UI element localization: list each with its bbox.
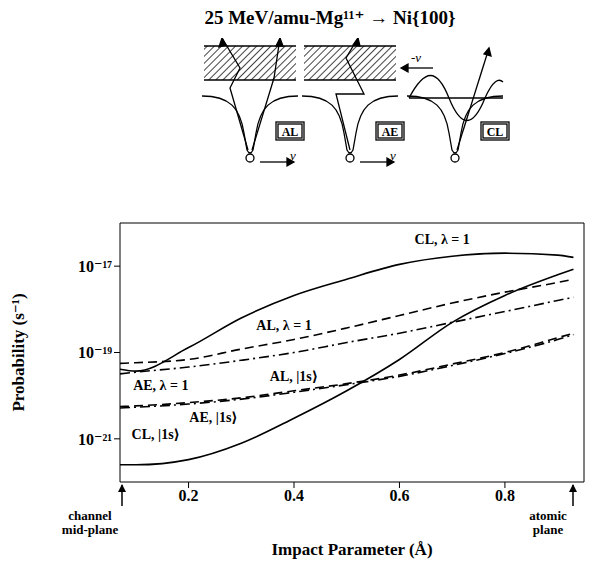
svg-text:0.2: 0.2	[179, 487, 199, 504]
svg-text:-v: -v	[411, 50, 421, 65]
svg-text:Probability (s⁻¹): Probability (s⁻¹)	[9, 293, 28, 411]
svg-text:0.4: 0.4	[284, 487, 304, 504]
svg-text:atomic: atomic	[529, 508, 567, 523]
svg-text:AE: AE	[382, 125, 399, 139]
svg-text:Impact Parameter (Å): Impact Parameter (Å)	[271, 540, 432, 559]
svg-text:plane: plane	[533, 522, 564, 537]
svg-text:CL, λ = 1: CL, λ = 1	[415, 232, 470, 247]
svg-text:v: v	[290, 148, 296, 163]
svg-text:AL, |1s⟩: AL, |1s⟩	[270, 369, 318, 384]
html-text:25 MeV/amu-Mg¹¹⁺ → Ni{100}: 25 MeV/amu-Mg¹¹⁺ → Ni{100}	[204, 7, 456, 28]
svg-text:10⁻¹⁹: 10⁻¹⁹	[78, 344, 112, 361]
svg-text:CL: CL	[487, 125, 504, 139]
svg-text:AE, |1s⟩: AE, |1s⟩	[189, 410, 237, 425]
svg-text:0.8: 0.8	[495, 487, 515, 504]
svg-text:10⁻²¹: 10⁻²¹	[78, 431, 112, 448]
svg-text:channel: channel	[68, 508, 112, 523]
svg-text:v: v	[390, 148, 396, 163]
svg-text:AE, λ = 1: AE, λ = 1	[133, 378, 188, 393]
svg-text:10⁻¹⁷: 10⁻¹⁷	[78, 258, 112, 275]
svg-text:AL: AL	[282, 125, 299, 139]
svg-text:CL, |1s⟩: CL, |1s⟩	[132, 427, 180, 442]
svg-text:AL, λ = 1: AL, λ = 1	[256, 318, 311, 333]
svg-text:0.6: 0.6	[389, 487, 409, 504]
svg-text:mid-plane: mid-plane	[62, 522, 119, 537]
